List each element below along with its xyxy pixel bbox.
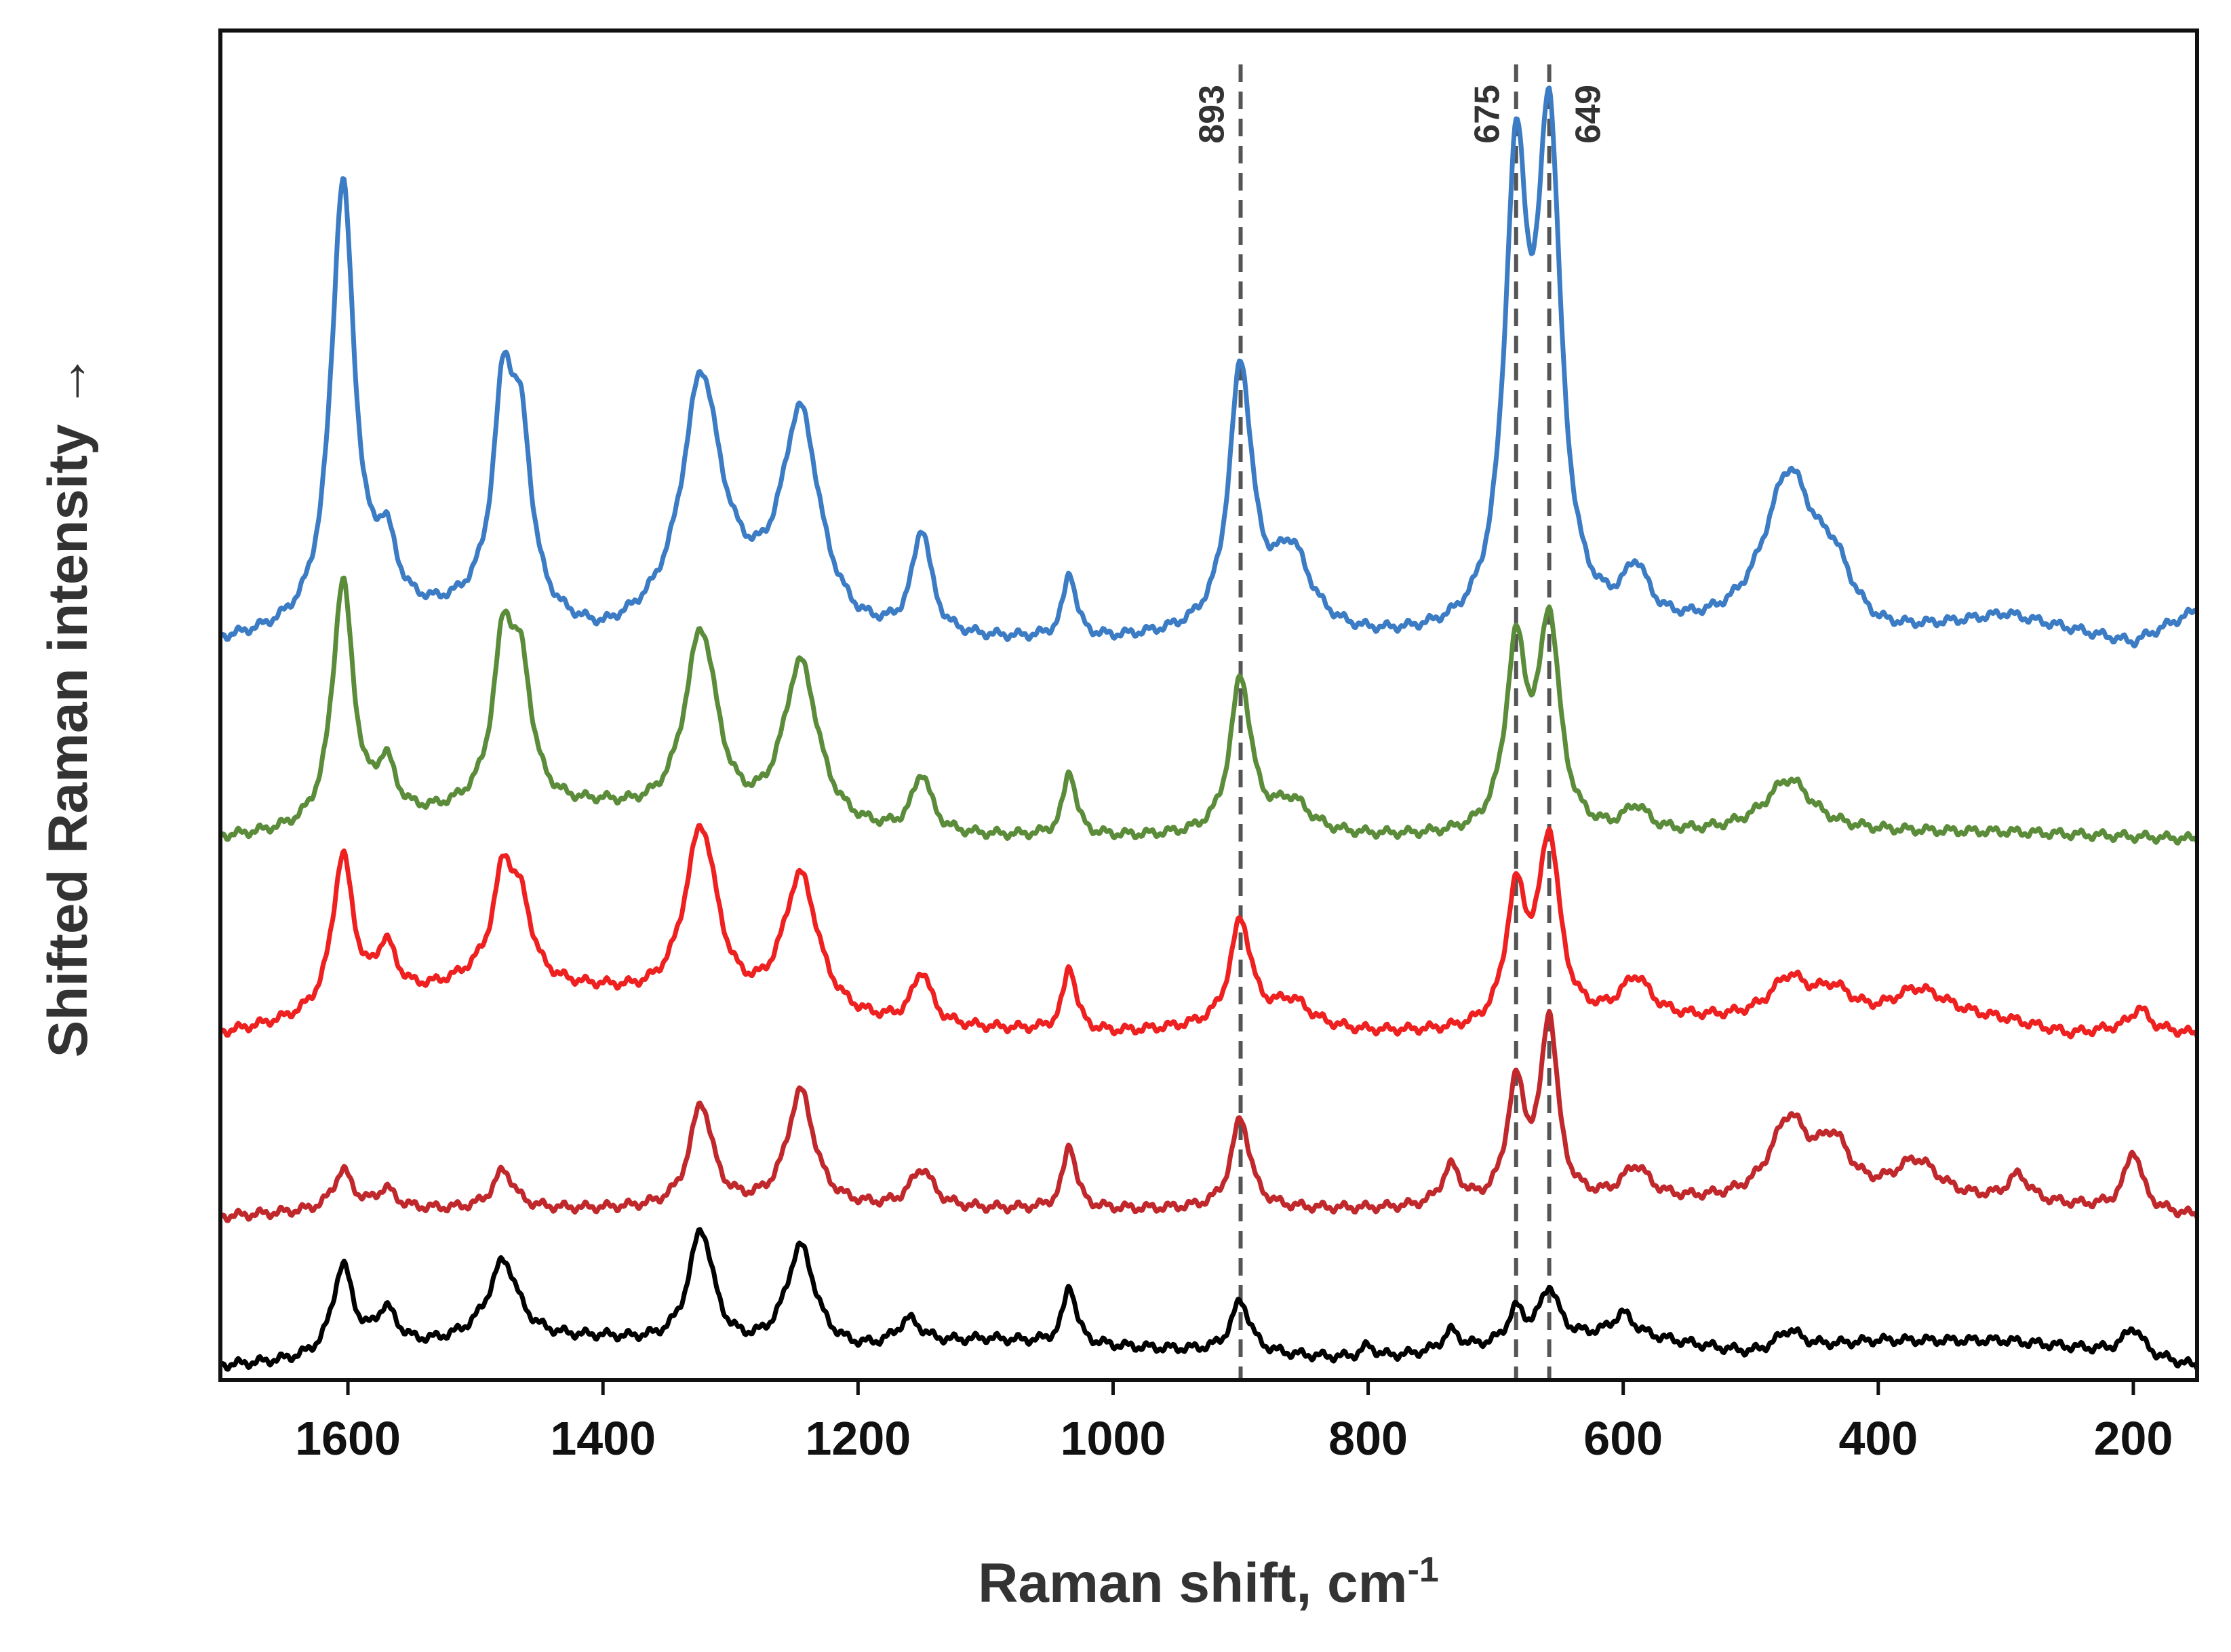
y-axis-title: Shifted Raman intensity →: [37, 353, 99, 1058]
x-tick-label-200: 200: [2094, 1412, 2173, 1465]
plot-frame: [218, 28, 2199, 1382]
x-tick-label-1000: 1000: [1061, 1412, 1166, 1465]
reference-line-labels: 893 675 649: [1193, 85, 1608, 144]
x-tick-label-600: 600: [1583, 1412, 1663, 1465]
x-axis-tick-labels: 1600 1400 1200 1000 800 600 400 200: [295, 1412, 2173, 1465]
x-axis-title-main: Raman shift, cm: [978, 1552, 1407, 1614]
x-tick-label-1600: 1600: [295, 1412, 401, 1465]
series-black: [219, 1227, 2200, 1372]
series-blue: [219, 85, 2199, 649]
reference-label-649: 649: [1569, 85, 1608, 144]
x-axis-title-superscript: -1: [1408, 1550, 1439, 1590]
reference-label-893: 893: [1193, 85, 1232, 144]
x-tick-label-1200: 1200: [805, 1412, 911, 1465]
x-axis-ticks: [346, 1380, 2135, 1395]
x-tick-label-1400: 1400: [550, 1412, 656, 1465]
series-red: [219, 823, 2200, 1040]
x-tick-label-800: 800: [1328, 1412, 1408, 1465]
reference-lines: [1238, 64, 1552, 1380]
x-tick-label-400: 400: [1838, 1412, 1918, 1465]
reference-label-675: 675: [1468, 85, 1507, 144]
series-green: [219, 575, 2200, 846]
series-dark-red: [219, 1008, 2200, 1223]
x-axis-title: Raman shift, cm-1: [978, 1550, 1439, 1614]
spectra-series: [219, 85, 2200, 1372]
